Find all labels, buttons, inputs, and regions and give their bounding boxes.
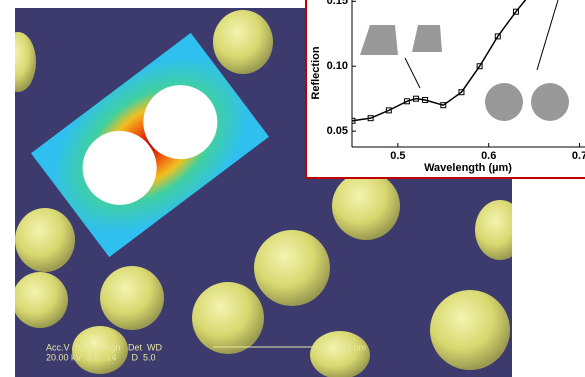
y-tick-label: 0.10 (327, 60, 348, 72)
scale-label: 200 nm (336, 342, 366, 352)
y-tick-label: 0.05 (327, 125, 348, 137)
y-tick-label: 0.15 (327, 0, 348, 7)
x-tick-label: 0.6 (481, 150, 496, 162)
sem-info-line: 20.00 kV 3.0 14 D 5.0 (46, 352, 156, 362)
y-axis-label: Reflection (310, 46, 322, 99)
x-tick-label: 0.5 (390, 150, 405, 162)
figure: Acc.V Spot Magn Det WD20.00 kV 3.0 14 D … (0, 0, 585, 377)
x-tick-label: 0.7 (572, 150, 585, 162)
inset: Reflection Wavelength (µm) (306, 0, 585, 178)
x-axis-label: Wavelength (µm) (424, 162, 512, 174)
sem-info-line: Acc.V Spot Magn Det WD (46, 342, 163, 352)
